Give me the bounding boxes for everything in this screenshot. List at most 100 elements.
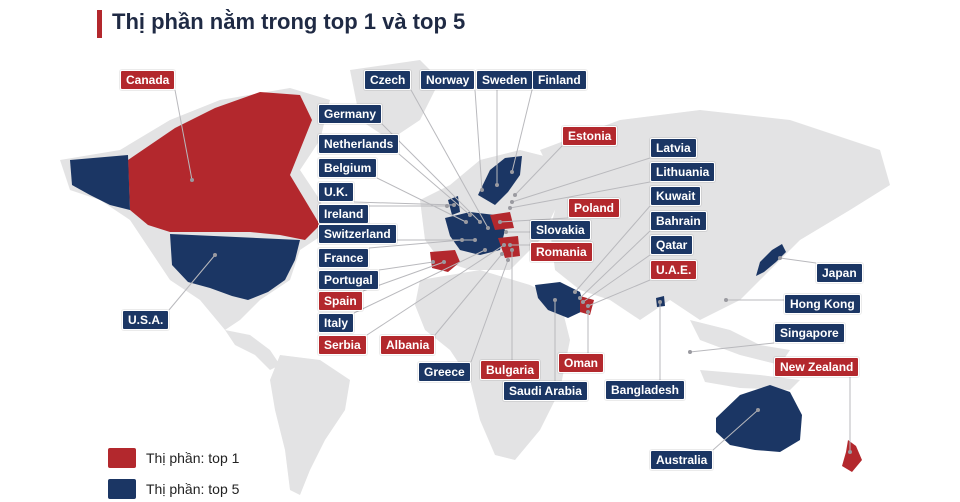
anchor-dot [508,243,512,247]
leader-line [511,89,533,173]
anchor-dot [478,220,482,224]
country-label-france: France [318,248,370,268]
country-label-japan: Japan [816,263,863,283]
anchor-dot [498,220,502,224]
legend-swatch-top1 [108,448,136,468]
country-label-poland: Poland [568,198,621,218]
leader-line [779,257,817,264]
country-label-finland: Finland [532,70,587,90]
leader-line [514,145,563,196]
anchor-dot [504,230,508,234]
country-label-singapore: Singapore [774,323,845,343]
anchor-dot [724,298,728,302]
anchor-dot [190,178,194,182]
country-label-spain: Spain [318,291,363,311]
country-label-bangladesh: Bangladesh [605,380,686,400]
leader-line [366,244,505,336]
region-alaska [70,155,130,210]
leader-line [511,157,651,203]
country-label-bahrain: Bahrain [650,211,707,231]
country-label-germany: Germany [318,104,383,124]
country-label-oman: Oman [558,353,605,373]
leader-line [509,181,651,209]
legend-swatch-top5 [108,479,136,499]
anchor-dot [445,204,449,208]
country-label-sweden: Sweden [476,70,534,90]
anchor-dot [502,243,506,247]
anchor-dot [510,248,514,252]
anchor-dot [213,253,217,257]
leader-line [712,409,759,451]
country-label-greece: Greece [418,362,471,382]
region-saudi-arabia [535,282,585,318]
country-label-romania: Romania [530,242,593,262]
country-label-netherlands: Netherlands [318,134,400,154]
anchor-dot [573,290,577,294]
country-label-lithuania: Lithuania [650,162,716,182]
legend-label-top5: Thị phần: top 5 [146,481,240,497]
country-label-italy: Italy [318,313,355,333]
anchor-dot [486,226,490,230]
anchor-dot [460,238,464,242]
country-label-serbia: Serbia [318,335,367,355]
anchor-dot [510,170,514,174]
leader-line [376,177,467,223]
country-label-slovakia: Slovakia [530,220,591,240]
country-label-latvia: Latvia [650,138,697,158]
leader-line [579,230,651,299]
land-southeast-asia [690,320,790,365]
anchor-dot [500,252,504,256]
region-western-europe [445,212,505,255]
country-label-portugal: Portugal [318,270,379,290]
leader-line [574,205,651,293]
anchor-dot [581,300,585,304]
country-label-hong-kong: Hong Kong [784,294,861,314]
leader-line [474,89,483,191]
land-central-america [225,330,280,370]
anchor-dot [778,256,782,260]
anchor-dot [431,260,435,264]
highlighted-countries [70,92,862,472]
anchor-dot [510,200,514,204]
country-label-ireland: Ireland [318,204,370,224]
country-label-switzerland: Switzerland [318,224,397,244]
anchor-dot [688,350,692,354]
region-japan [756,244,786,276]
anchor-dot [578,296,582,300]
anchor-dot [468,213,472,217]
anchor-dot [480,188,484,192]
anchor-dot [553,298,557,302]
leader-line [434,253,503,336]
region-poland [490,212,514,230]
land-south-america [270,355,350,495]
region-scandinavia [478,156,522,205]
leader-line [398,153,471,216]
anchor-dot [442,260,446,264]
region-canada [128,92,320,240]
leader-line [368,239,463,249]
leader-line [353,249,486,314]
country-label-qatar: Qatar [650,235,694,255]
country-label-czech: Czech [364,70,412,90]
country-label-australia: Australia [650,450,714,470]
land-indonesia [700,370,800,390]
anchor-dot [473,238,477,242]
country-label-bulgaria: Bulgaria [480,360,541,380]
country-label-u-a-e-: U.A.E. [650,260,698,280]
country-label-kuwait: Kuwait [650,186,702,206]
region-usa [170,234,300,300]
land-asia [540,110,890,320]
anchor-dot [848,450,852,454]
country-label-new-zealand: New Zealand [774,357,860,377]
anchor-dot [586,310,590,314]
leader-line [168,254,216,311]
anchor-dot [483,248,487,252]
region-new-zealand [842,440,862,472]
region-balkans [498,236,520,258]
anchor-dot [464,220,468,224]
country-label-u-s-a-: U.S.A. [122,310,170,330]
country-label-u-k-: U.K. [318,182,354,202]
anchor-dot [756,408,760,412]
region-australia [716,385,802,452]
anchor-dot [513,193,517,197]
